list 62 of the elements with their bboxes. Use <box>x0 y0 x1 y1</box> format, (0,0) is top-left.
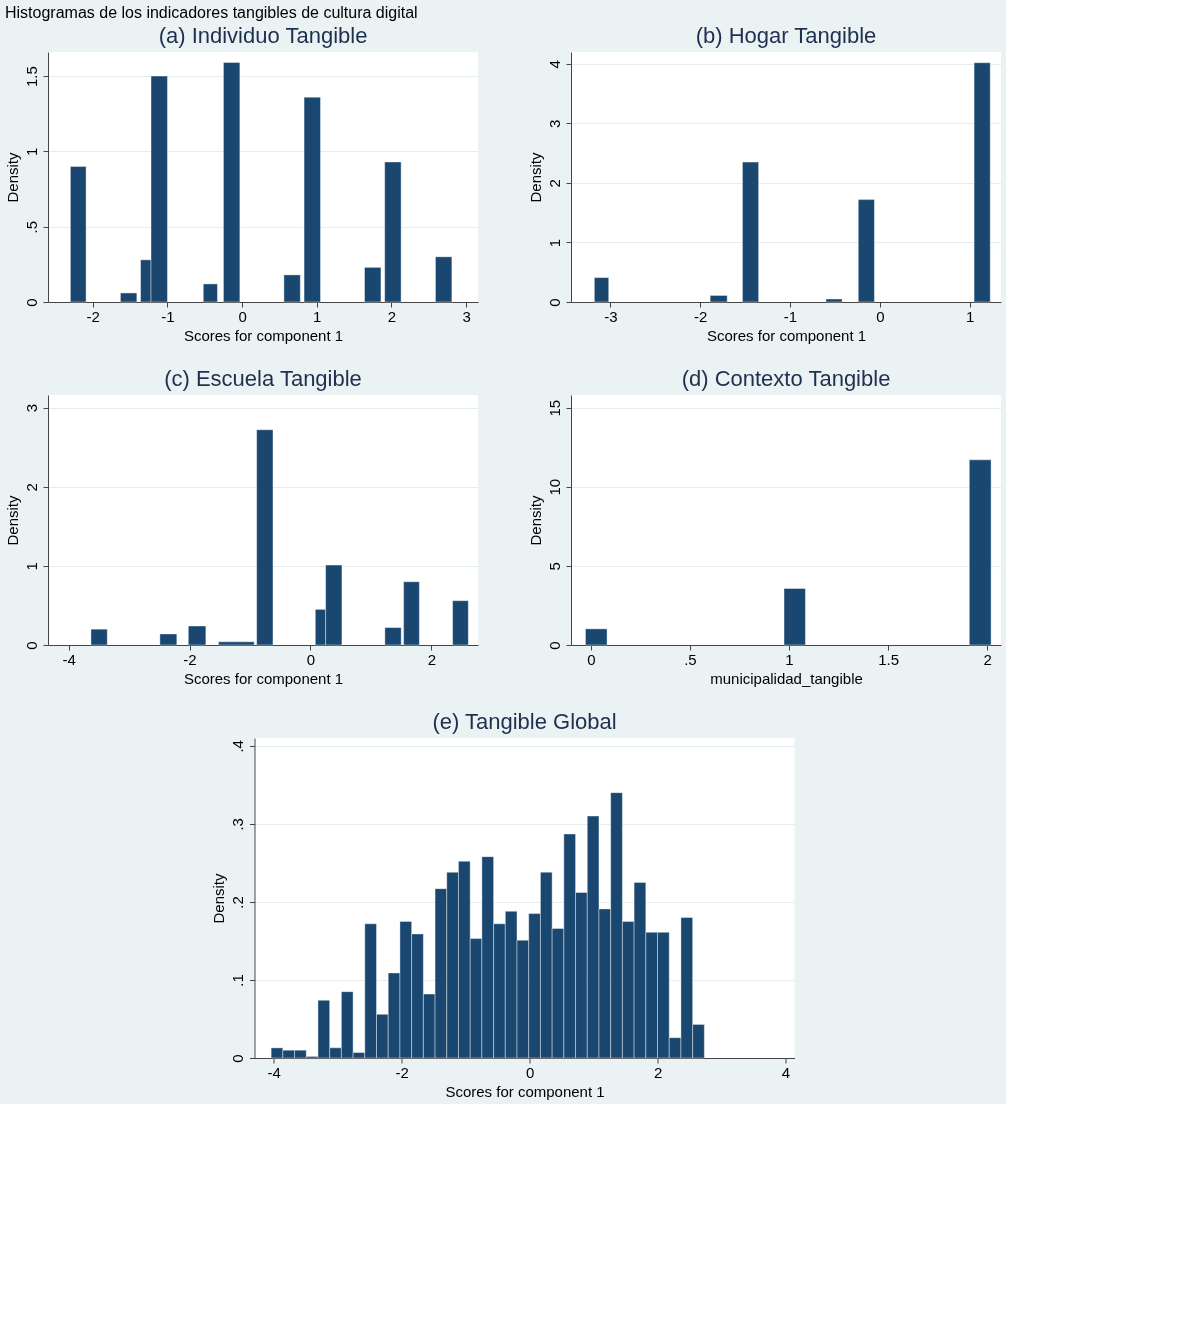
y-tick-label: .1 <box>229 974 246 987</box>
x-tick-label: -1 <box>161 307 175 325</box>
y-tick-label: 1.5 <box>22 66 40 88</box>
chart-title: (b) Hogar Tangible <box>695 23 877 48</box>
x-tick-label: -4 <box>267 1063 281 1081</box>
y-tick-label: .2 <box>229 896 246 909</box>
x-tick-label: 2 <box>653 1063 663 1081</box>
y-tick-label: 1 <box>22 562 40 571</box>
x-axis-title: Scores for component 1 <box>183 669 344 687</box>
x-tick-label: -1 <box>783 307 798 325</box>
y-tick-label: 10 <box>545 478 563 496</box>
y-tick-label: 3 <box>545 119 563 129</box>
y-axis-title: Density <box>210 873 227 924</box>
x-tick-label: 1 <box>313 307 322 325</box>
y-tick-label: .3 <box>229 818 246 831</box>
x-tick-label: -3 <box>604 307 618 325</box>
x-tick-label: 3 <box>462 307 471 325</box>
y-tick-label: 1 <box>22 147 40 157</box>
x-tick-label: 0 <box>587 650 596 668</box>
x-tick-label: 1 <box>965 307 975 325</box>
chart-title: (c) Escuela Tangible <box>164 366 362 391</box>
x-axis-title: municipalidad_tangible <box>710 669 863 687</box>
y-tick-label: 3 <box>22 403 40 413</box>
y-tick-label: .5 <box>22 220 40 234</box>
y-tick-label: 5 <box>545 562 563 571</box>
chart-title: (d) Contexto Tangible <box>681 366 891 391</box>
x-tick-label: 0 <box>876 307 885 325</box>
chart-title: (a) Individuo Tangible <box>158 23 368 48</box>
x-tick-label: 2 <box>983 650 992 668</box>
x-axis-title: Scores for component 1 <box>706 326 867 344</box>
x-tick-label: 2 <box>427 650 437 668</box>
y-tick-label: 0 <box>229 1054 246 1063</box>
x-axis-title: Scores for component 1 <box>183 326 344 344</box>
x-axis-title: Scores for component 1 <box>445 1082 605 1100</box>
y-axis-title: Density <box>526 152 544 203</box>
y-tick-label: 2 <box>545 179 563 188</box>
text: Histogramas de los indicadores tangibles de cultura digital <box>5 4 418 21</box>
x-tick-label: 0 <box>525 1063 535 1081</box>
x-tick-label: -2 <box>183 650 197 668</box>
x-tick-label: -4 <box>62 650 76 668</box>
y-axis-title: Density <box>526 495 544 546</box>
y-tick-label: 0 <box>22 298 40 307</box>
x-tick-label: 1 <box>785 650 794 668</box>
y-tick-label: 0 <box>545 298 563 307</box>
chart-title: (e) Tangible Global <box>432 709 617 734</box>
y-tick-label: 1 <box>545 238 563 248</box>
y-axis-title: Density <box>3 495 21 546</box>
x-tick-label: 4 <box>781 1063 791 1081</box>
x-tick-label: -2 <box>86 307 100 325</box>
y-axis-title: Density <box>3 152 21 203</box>
y-tick-label: 4 <box>545 60 563 69</box>
x-tick-label: .5 <box>684 650 697 668</box>
x-tick-label: -2 <box>395 1063 409 1081</box>
y-tick-label: 2 <box>22 483 40 492</box>
y-tick-label: 0 <box>22 641 40 650</box>
x-tick-label: -2 <box>694 307 708 325</box>
y-tick-label: 15 <box>545 399 563 417</box>
x-tick-label: 0 <box>306 650 316 668</box>
y-tick-label: 0 <box>545 641 563 650</box>
x-tick-label: 2 <box>387 307 397 325</box>
y-tick-label: .4 <box>229 740 246 753</box>
x-tick-label: 1.5 <box>878 650 899 668</box>
